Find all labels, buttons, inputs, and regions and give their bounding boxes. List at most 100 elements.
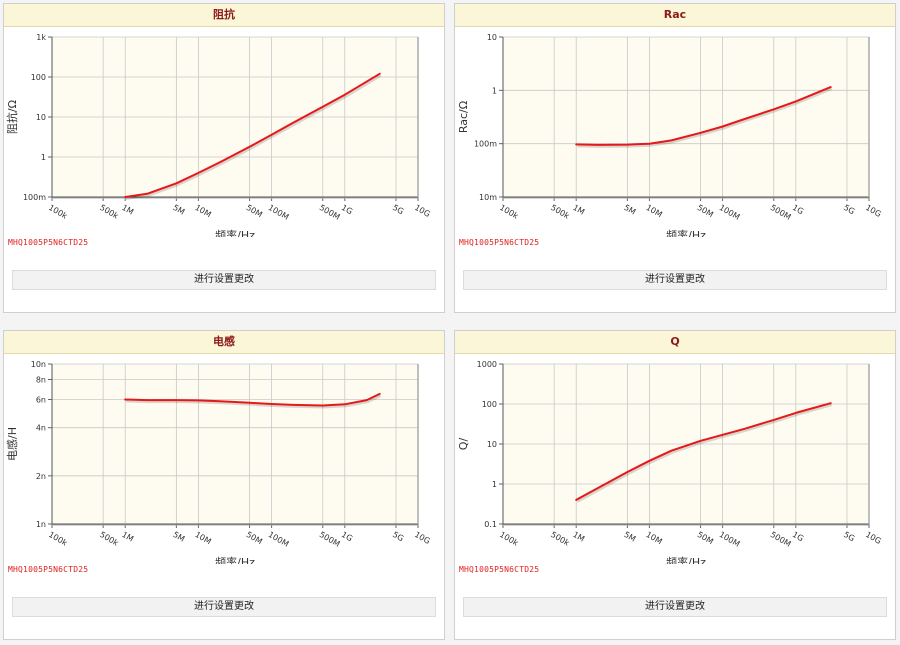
series-line-shadow: [576, 403, 833, 503]
x-tick-label: 10M: [644, 530, 663, 546]
chart-title: Q: [455, 331, 895, 354]
x-tick-label: 1M: [571, 203, 586, 217]
chart-panel-q: Q 100k 500k 1M 5M 10M 50M 100M 500M 1G 5G 10G 0.1 1 1…: [454, 330, 896, 640]
y-tick-label: 1n: [36, 520, 46, 529]
change-settings-button[interactable]: 进行设置更改: [12, 597, 436, 617]
x-tick-label: 100k: [47, 530, 69, 548]
x-tick-label: 10G: [864, 530, 883, 546]
y-tick-label: 100m: [474, 140, 497, 149]
x-tick-label: 5G: [391, 203, 405, 216]
y-tick-label: 10m: [479, 193, 497, 202]
x-tick-label: 50M: [696, 203, 715, 219]
x-tick-label: 100M: [718, 530, 742, 549]
chart-panel-inductance: 电感 100k 500k 1M 5M 10M 50M 100M 500M 1G 5G 10G 1n 2n…: [3, 330, 445, 640]
x-tick-label: 500M: [769, 203, 793, 222]
x-axis-label: 频率/Hz: [215, 555, 255, 564]
x-axis-label: 频率/Hz: [215, 228, 255, 237]
y-tick-label: 100: [31, 73, 46, 82]
x-tick-label: 50M: [696, 530, 715, 546]
part-number-label: MHQ1005P5N6CTD25: [8, 565, 89, 574]
series-line: [575, 86, 832, 146]
plot-area: [52, 364, 418, 524]
x-tick-label: 5G: [391, 530, 405, 543]
series-line-shadow: [577, 87, 833, 148]
y-tick-label: 10: [487, 440, 497, 449]
x-tick-label: 100M: [267, 203, 291, 222]
x-tick-label: 1G: [791, 530, 805, 543]
y-axis-label: Rac/Ω: [457, 101, 470, 133]
y-tick-label: 2n: [36, 472, 46, 481]
y-tick-label: 10n: [31, 360, 46, 369]
part-number-label: MHQ1005P5N6CTD25: [459, 238, 540, 247]
x-tick-label: 500M: [318, 203, 342, 222]
x-tick-label: 500k: [98, 530, 120, 548]
chart-panel-impedance: 阻抗 100k 500k 1M 5M 10M 50M 100M 500M 1G 5G 10G 100m…: [3, 3, 445, 313]
x-tick-label: 100k: [498, 530, 520, 548]
y-tick-label: 1000: [477, 360, 497, 369]
x-axis-label: 频率/Hz: [666, 555, 706, 564]
x-tick-label: 5G: [842, 530, 856, 543]
x-tick-label: 500k: [549, 203, 571, 221]
part-number-label: MHQ1005P5N6CTD25: [459, 565, 540, 574]
y-axis-label: 电感/H: [6, 427, 19, 461]
x-tick-label: 1G: [791, 203, 805, 216]
x-tick-label: 1M: [120, 530, 135, 544]
y-tick-label: 10: [36, 113, 46, 122]
chart-title: Rac: [455, 4, 895, 27]
y-tick-label: 0.1: [484, 520, 497, 529]
x-tick-label: 100M: [718, 203, 742, 222]
x-tick-label: 10G: [413, 530, 432, 546]
y-axis-label: 阻抗/Ω: [5, 100, 19, 134]
x-tick-label: 10G: [864, 203, 883, 219]
chart-title: 电感: [4, 331, 444, 354]
x-tick-label: 1G: [340, 530, 354, 543]
x-tick-label: 5G: [842, 203, 856, 216]
y-tick-label: 1: [492, 86, 497, 95]
y-tick-label: 100: [482, 400, 497, 409]
x-tick-label: 500k: [98, 203, 120, 221]
change-settings-button[interactable]: 进行设置更改: [12, 270, 436, 290]
x-tick-label: 50M: [245, 530, 264, 546]
x-tick-label: 1M: [571, 530, 586, 544]
y-tick-label: 1k: [36, 33, 46, 42]
y-tick-label: 100m: [23, 193, 46, 202]
x-tick-label: 10M: [193, 203, 212, 219]
x-tick-label: 10G: [413, 203, 432, 219]
change-settings-button[interactable]: 进行设置更改: [463, 270, 887, 290]
y-tick-label: 6n: [36, 395, 46, 404]
x-tick-label: 500M: [769, 530, 793, 549]
x-tick-label: 50M: [245, 203, 264, 219]
x-tick-label: 10M: [644, 203, 663, 219]
x-tick-label: 100M: [267, 530, 291, 549]
x-tick-label: 5M: [171, 203, 186, 217]
y-tick-label: 8n: [36, 376, 46, 385]
chart-panel-rac: Rac 100k 500k 1M 5M 10M 50M 100M 500M 1G 5G 10G 10m…: [454, 3, 896, 313]
part-number-label: MHQ1005P5N6CTD25: [8, 238, 89, 247]
series-line-shadow: [125, 74, 382, 200]
series-line-shadow: [126, 394, 382, 409]
plot-area: [503, 37, 869, 197]
x-tick-label: 1G: [340, 203, 354, 216]
series-line: [575, 402, 832, 501]
x-tick-label: 5M: [622, 530, 637, 544]
x-tick-label: 100k: [498, 203, 520, 221]
y-tick-label: 4n: [36, 424, 46, 433]
y-tick-label: 1: [492, 480, 497, 489]
change-settings-button[interactable]: 进行设置更改: [463, 597, 887, 617]
y-tick-label: 10: [487, 33, 497, 42]
series-line: [124, 392, 381, 407]
series-line: [124, 72, 381, 198]
y-tick-label: 1: [41, 153, 46, 162]
x-tick-label: 500M: [318, 530, 342, 549]
x-tick-label: 500k: [549, 530, 571, 548]
x-tick-label: 5M: [622, 203, 637, 217]
y-axis-label: Q/: [457, 438, 470, 451]
x-tick-label: 100k: [47, 203, 69, 221]
x-tick-label: 10M: [193, 530, 212, 546]
x-tick-label: 1M: [120, 203, 135, 217]
x-axis-label: 频率/Hz: [666, 228, 706, 237]
